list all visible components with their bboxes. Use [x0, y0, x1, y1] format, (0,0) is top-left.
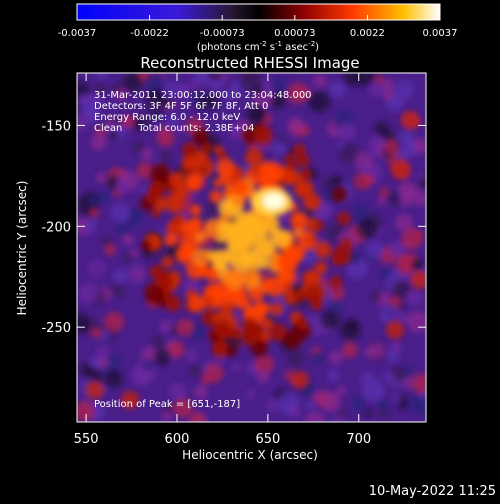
colorbar-tick-label: 0.0022	[350, 28, 385, 39]
colorbar-tick-label: -0.0037	[58, 28, 97, 39]
rhessi-image	[77, 73, 426, 422]
x-tick-label: 650	[255, 432, 280, 447]
colorbar-ticks: -0.0037 -0.0022 -0.00073 0.00073 0.0022 0.003…	[58, 15, 458, 39]
y-axis: -150 -200 -250	[41, 119, 426, 336]
x-axis: 550 600 650 700	[74, 73, 371, 447]
x-tick-label: 550	[74, 432, 99, 447]
info-line-time: 31-Mar-2011 23:00:12.000 to 23:04:48.000	[94, 90, 312, 101]
colorbar-tick-label: -0.0022	[130, 28, 169, 39]
plot-frame	[76, 72, 427, 423]
colorbar-units: (photons cm-2 s-1 asec-2)	[197, 40, 319, 53]
info-line-detectors: Detectors: 3F 4F 5F 6F 7F 8F, Att 0	[94, 101, 268, 112]
info-line-clean: Clean Total counts: 2.38E+04	[94, 123, 254, 134]
colorbar-tick-label: 0.00073	[274, 28, 315, 39]
y-tick-label: -150	[41, 119, 71, 134]
colorbar-gradient	[76, 3, 441, 21]
x-axis-label: Heliocentric X (arcsec)	[182, 448, 318, 462]
colorbar-tick-label: 0.0037	[423, 28, 458, 39]
footer-timestamp: 10-May-2022 11:25	[369, 484, 496, 499]
x-tick-label: 700	[346, 432, 371, 447]
info-line-energy: Energy Range: 6.0 - 12.0 keV	[94, 112, 240, 123]
info-block: 31-Mar-2011 23:00:12.000 to 23:04:48.000…	[94, 90, 312, 134]
peak-position-label: Position of Peak = [651,-187]	[94, 399, 240, 410]
image-title: Reconstructed RHESSI Image	[140, 54, 359, 72]
x-tick-label: 600	[165, 432, 190, 447]
colorbar-tick-label: -0.00073	[200, 28, 245, 39]
y-tick-label: -250	[41, 321, 71, 336]
y-tick-label: -200	[41, 220, 71, 235]
colorbar: -0.0037 -0.0022 -0.00073 0.00073 0.0022 0.003…	[58, 3, 458, 53]
y-axis-label: Heliocentric Y (arcsec)	[15, 181, 29, 316]
